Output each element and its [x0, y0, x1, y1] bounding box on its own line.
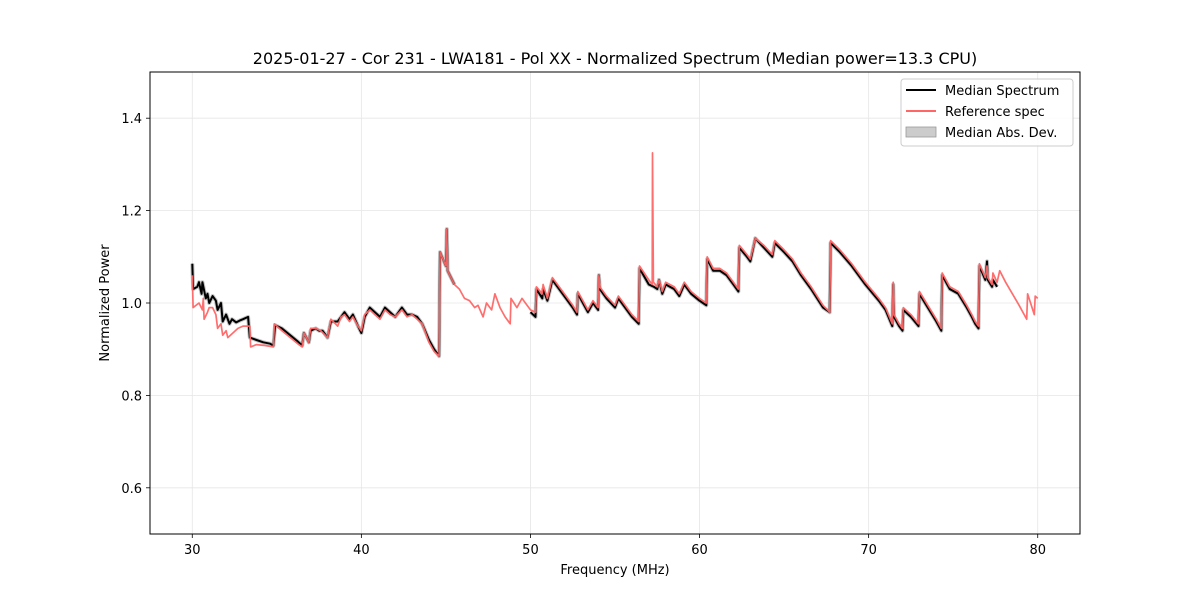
x-tick-label: 70 — [860, 543, 877, 558]
x-tick-label: 40 — [353, 543, 370, 558]
x-tick-label: 50 — [522, 543, 539, 558]
x-tick-label: 30 — [184, 543, 201, 558]
y-axis-title: Normalized Power — [98, 244, 113, 362]
series-reference-spec — [191, 152, 1039, 357]
legend-box — [900, 78, 1074, 147]
legend-label-reference: Reference spec — [945, 105, 1045, 120]
legend-label-median: Median Spectrum — [945, 84, 1059, 99]
x-tick-label: 80 — [1029, 543, 1046, 558]
y-tick-label: 1.2 — [121, 205, 142, 220]
legend-label-mad: Median Abs. Dev. — [945, 126, 1057, 141]
y-tick-label: 1.0 — [121, 297, 142, 312]
legend: Median Spectrum Reference spec Median Ab… — [900, 78, 1074, 147]
legend-swatch-mad — [905, 126, 937, 138]
chart-title: 2025-01-27 - Cor 231 - LWA181 - Pol XX -… — [253, 49, 977, 68]
y-tick-label: 0.8 — [121, 389, 142, 404]
axis-ticks: 30 40 50 60 70 80 0.6 0.8 1.0 1.2 1.4 — [121, 112, 1046, 558]
x-axis-title: Frequency (MHz) — [560, 563, 669, 578]
y-tick-label: 1.4 — [121, 112, 142, 127]
y-tick-label: 0.6 — [121, 482, 142, 497]
x-tick-label: 60 — [691, 543, 708, 558]
series-layer — [190, 152, 1039, 359]
